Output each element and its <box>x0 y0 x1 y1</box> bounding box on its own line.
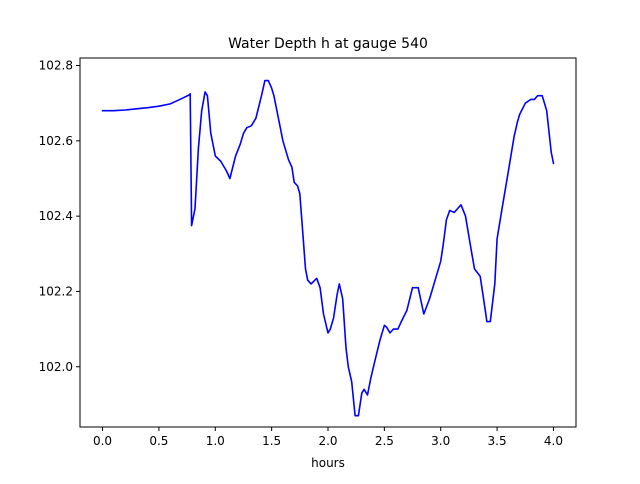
x-axis: 0.0 0.5 1.0 1.5 2.0 2.5 3.0 3.5 4.0 <box>93 427 563 448</box>
y-tick-label: 102.2 <box>39 284 73 298</box>
y-axis: 102.0 102.2 102.4 102.6 102.8 <box>39 59 80 374</box>
x-tick-label: 1.5 <box>262 434 281 448</box>
x-tick-label: 4.0 <box>544 434 563 448</box>
x-axis-title: hours <box>311 456 345 470</box>
x-tick-label: 2.5 <box>375 434 394 448</box>
x-tick-label: 3.5 <box>488 434 507 448</box>
series-line <box>101 79 555 417</box>
y-tick-label: 102.8 <box>39 59 73 73</box>
series-layer <box>101 79 555 417</box>
x-tick-label: 0.5 <box>149 434 168 448</box>
y-tick-label: 102.0 <box>39 360 73 374</box>
y-tick-label: 102.6 <box>39 134 73 148</box>
x-tick-label: 1.0 <box>206 434 225 448</box>
x-tick-label: 3.0 <box>431 434 450 448</box>
y-tick-label: 102.4 <box>39 209 73 223</box>
x-tick-label: 2.0 <box>318 434 337 448</box>
x-tick-label: 0.0 <box>93 434 112 448</box>
chart-title: Water Depth h at gauge 540 <box>228 36 428 52</box>
